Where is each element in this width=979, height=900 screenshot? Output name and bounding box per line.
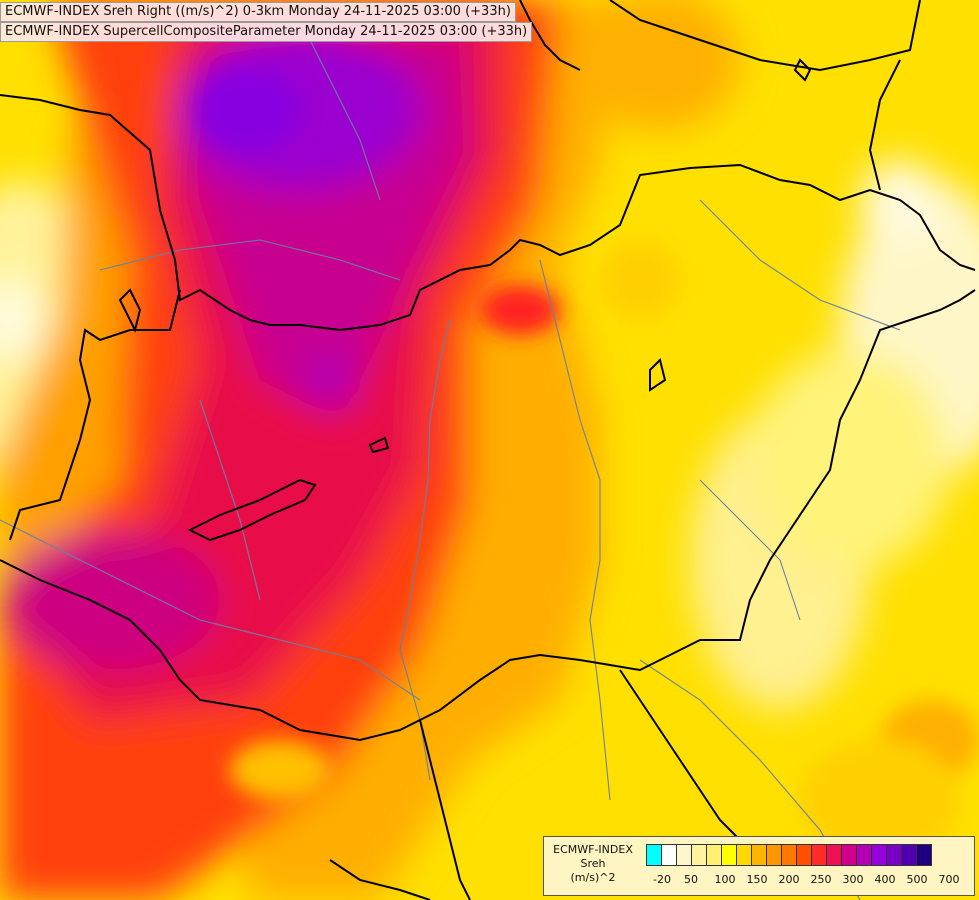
legend-swatch	[811, 844, 827, 866]
legend-tick-label: 300	[842, 873, 864, 886]
color-legend: ECMWF-INDEX Sreh (m/s)^2 -20 50 100 150 200 2…	[543, 836, 975, 896]
legend-swatch	[841, 844, 857, 866]
field-detail	[200, 70, 979, 860]
legend-tick-label: 150	[746, 873, 768, 886]
legend-tick-label: 700	[938, 873, 960, 886]
legend-tick-label: -20	[653, 873, 671, 886]
legend-swatch	[901, 844, 917, 866]
legend-swatch	[706, 844, 722, 866]
legend-swatch	[856, 844, 872, 866]
legend-swatch	[646, 844, 662, 866]
legend-swatch	[676, 844, 692, 866]
legend-swatch	[916, 844, 932, 866]
legend-tick-label: 100	[714, 873, 736, 886]
legend-swatch	[766, 844, 782, 866]
legend-swatch	[886, 844, 902, 866]
legend-swatch	[796, 844, 812, 866]
legend-tick-labels: -20 50 100 150 200 250 300 400 500 700	[646, 873, 976, 889]
legend-tick-label: 400	[874, 873, 896, 886]
legend-title: ECMWF-INDEX Sreh (m/s)^2	[548, 843, 638, 885]
river-lines	[0, 19, 901, 900]
legend-swatch	[661, 844, 677, 866]
legend-swatch	[721, 844, 737, 866]
header-line-1: ECMWF-INDEX Sreh Right ((m/s)^2) 0-3km M…	[0, 2, 516, 22]
legend-tick-label: 250	[810, 873, 832, 886]
legend-title-unit: (m/s)^2	[570, 871, 616, 884]
legend-title-variable: Sreh	[580, 857, 606, 870]
header-line-2: ECMWF-INDEX SupercellCompositeParameter …	[0, 22, 533, 42]
legend-swatch	[781, 844, 797, 866]
legend-title-model: ECMWF-INDEX	[553, 843, 633, 856]
legend-swatch	[871, 844, 887, 866]
legend-swatch	[691, 844, 707, 866]
legend-tick-label: 500	[906, 873, 928, 886]
legend-swatch	[751, 844, 767, 866]
legend-swatch	[826, 844, 842, 866]
legend-swatches	[646, 844, 932, 866]
legend-tick-label: 200	[778, 873, 800, 886]
legend-swatch	[736, 844, 752, 866]
legend-tick-label: 50	[684, 873, 698, 886]
